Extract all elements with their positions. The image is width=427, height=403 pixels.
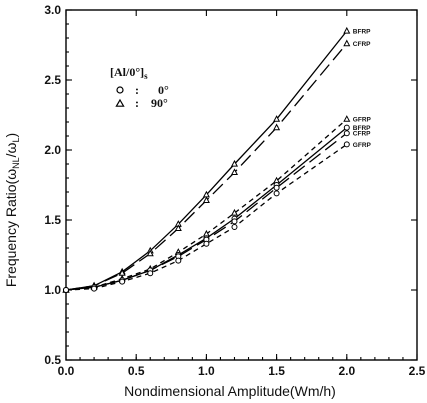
data-point-triangle — [230, 159, 239, 167]
y-tick-label: 0.5 — [44, 353, 61, 367]
legend-entry-1-label: 90° — [151, 96, 168, 110]
series-3 — [63, 124, 350, 293]
y-axis-label: Frequency Ratio(ωNL/ωL) — [3, 133, 21, 287]
series-end-label: CFRP — [353, 131, 371, 138]
data-point-circle — [119, 278, 126, 285]
y-tick-label: 2.0 — [44, 143, 61, 157]
data-point-triangle — [230, 208, 239, 216]
series-end-label: GFRP — [353, 142, 372, 149]
series-end-label: BFRP — [353, 125, 371, 132]
data-point-circle — [203, 240, 210, 247]
series-line — [65, 127, 348, 291]
data-point-triangle — [146, 249, 154, 257]
series-line — [65, 43, 348, 291]
series-end-label: GFRP — [353, 117, 372, 124]
data-point-triangle — [202, 196, 210, 203]
data-point-circle — [147, 270, 154, 277]
data-point-triangle — [230, 168, 239, 175]
data-point-circle — [343, 141, 350, 148]
series-end-label: BFRP — [353, 29, 371, 36]
series-end-label: CFRP — [353, 41, 371, 48]
x-axis-label: Nondimensional Amplitude(Wm/h) — [124, 383, 336, 399]
data-point-triangle — [273, 123, 281, 131]
series-line — [65, 118, 348, 291]
data-point-circle — [231, 218, 238, 225]
y-tick-label: 1.5 — [44, 213, 61, 227]
data-point-circle — [231, 224, 238, 230]
x-tick-label: 0.0 — [58, 364, 75, 378]
legend-entry-0-label: 0° — [158, 83, 169, 97]
data-point-triangle — [343, 26, 351, 34]
data-point-circle — [273, 190, 280, 197]
legend-circle-marker — [116, 86, 124, 94]
legend-entry-0-sep: : — [135, 83, 139, 97]
series-2 — [62, 115, 351, 293]
data-point-circle — [273, 184, 280, 191]
data-point-triangle — [273, 115, 281, 122]
y-tick-label: 3.0 — [44, 3, 61, 17]
data-point-triangle — [343, 115, 351, 122]
x-tick-label: 0.5 — [128, 364, 145, 378]
legend-triangle-marker — [115, 98, 125, 107]
x-tick-label: 1.0 — [198, 364, 215, 378]
x-tick-label: 2.0 — [338, 364, 355, 378]
legend: [Al/0°]s : 0° : 90° — [110, 65, 169, 110]
series-layer — [62, 26, 351, 293]
data-point-triangle — [343, 39, 351, 47]
y-tick-label: 2.5 — [44, 73, 61, 87]
legend-entry-1-sep: : — [135, 96, 139, 110]
data-point-circle — [91, 285, 98, 292]
x-tick-label: 2.5 — [409, 364, 426, 378]
plot-frame — [65, 9, 418, 361]
data-point-circle — [175, 257, 182, 264]
series-line — [65, 30, 348, 291]
series-5 — [63, 141, 350, 293]
data-point-triangle — [174, 224, 182, 231]
data-point-circle — [343, 124, 350, 131]
data-point-circle — [63, 287, 69, 293]
y-tick-label: 1.0 — [44, 283, 61, 297]
x-tick-label: 1.5 — [268, 364, 285, 378]
data-point-circle — [343, 130, 350, 137]
series-line — [65, 132, 348, 291]
series-1 — [62, 39, 351, 293]
legend-title: [Al/0°]s — [110, 65, 148, 81]
axes: 0.0 0.5 1.0 1.5 2.0 2.50.51.01.52.02.53.0 — [44, 3, 425, 378]
